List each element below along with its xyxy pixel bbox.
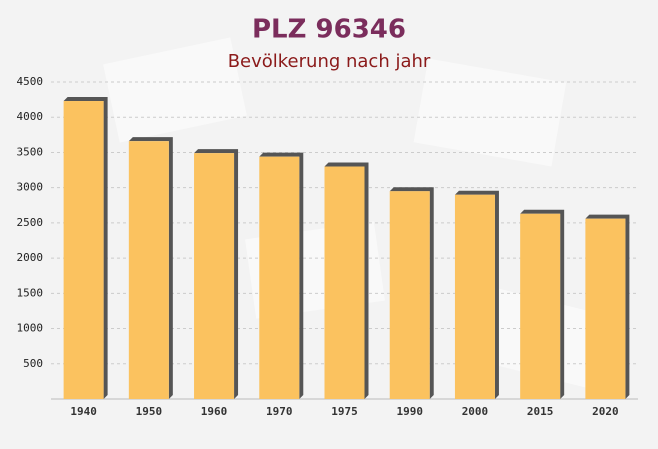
x-tick-label: 2015 bbox=[527, 405, 554, 418]
y-tick-label: 3500 bbox=[17, 145, 44, 158]
bar bbox=[194, 153, 235, 399]
decoration bbox=[103, 37, 608, 389]
x-tick-label: 1940 bbox=[70, 405, 97, 418]
bar bbox=[259, 156, 300, 399]
bar bbox=[520, 213, 561, 399]
y-tick-label: 2000 bbox=[17, 251, 44, 264]
x-tick-label: 1975 bbox=[331, 405, 358, 418]
chart-subtitle: Bevölkerung nach jahr bbox=[228, 51, 431, 72]
x-tick-label: 2000 bbox=[462, 405, 489, 418]
x-tick-label: 1950 bbox=[136, 405, 163, 418]
y-tick-label: 4000 bbox=[17, 110, 44, 123]
x-tick-label: 1990 bbox=[396, 405, 423, 418]
bar bbox=[324, 166, 365, 399]
x-tick-label: 1960 bbox=[201, 405, 228, 418]
bar bbox=[63, 101, 104, 400]
y-tick-label: 1000 bbox=[17, 322, 44, 335]
bar bbox=[585, 218, 626, 399]
x-tick-label: 2020 bbox=[592, 405, 619, 418]
chart-title: PLZ 96346 bbox=[252, 15, 406, 45]
y-tick-label: 1500 bbox=[17, 286, 44, 299]
y-tick-label: 500 bbox=[23, 357, 43, 370]
bar bbox=[128, 141, 169, 399]
bar bbox=[389, 191, 430, 399]
y-tick-label: 4500 bbox=[17, 75, 44, 88]
x-tick-label: 1970 bbox=[266, 405, 293, 418]
y-tick-label: 3000 bbox=[17, 181, 44, 194]
bar bbox=[454, 194, 495, 399]
y-tick-label: 2500 bbox=[17, 216, 44, 229]
